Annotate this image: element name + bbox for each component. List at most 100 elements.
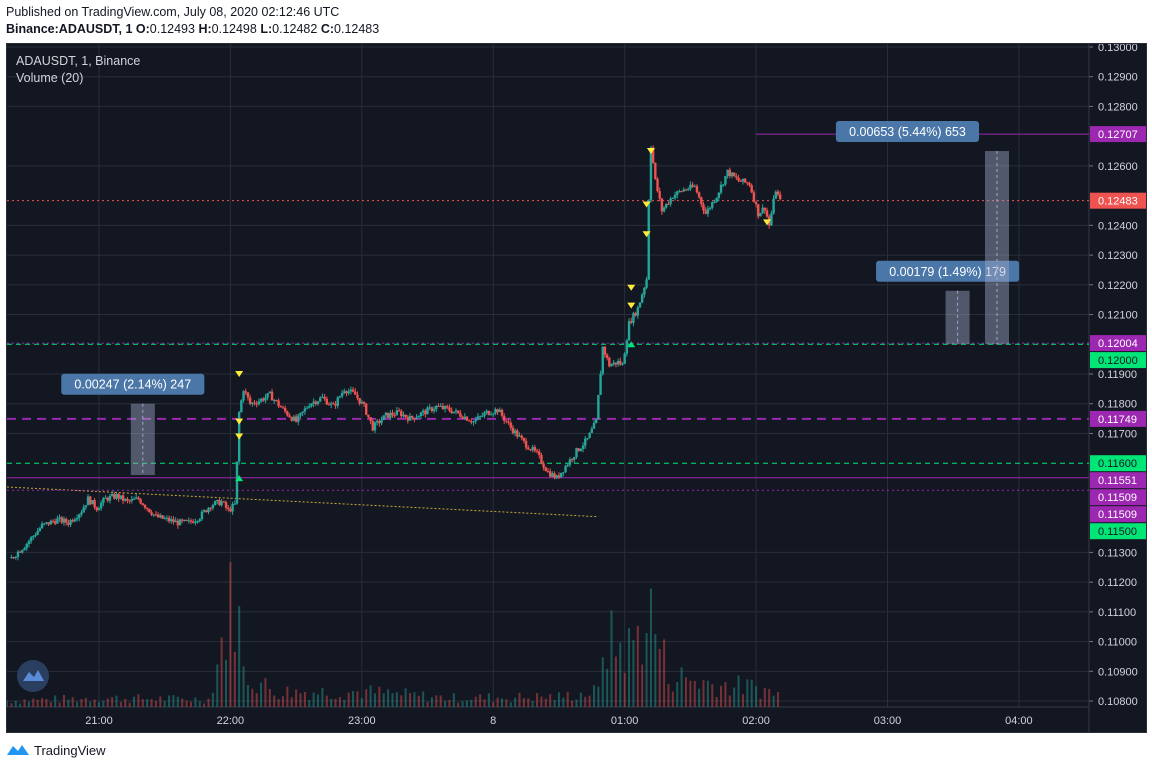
- candle-body: [43, 523, 46, 525]
- candle-body: [564, 466, 567, 473]
- candle-body: [71, 520, 74, 522]
- candle-body: [189, 520, 193, 522]
- volume-bar: [698, 688, 701, 707]
- candle-body: [415, 417, 418, 420]
- volume-bar: [334, 698, 337, 707]
- candle-body: [89, 496, 92, 505]
- x-tick-label: 04:00: [1005, 715, 1033, 727]
- volume-bar: [133, 696, 136, 707]
- volume-bar: [544, 698, 547, 707]
- ohlc-value: 0.12482: [272, 22, 321, 36]
- volume-bar: [382, 693, 385, 707]
- candle-body: [64, 518, 68, 523]
- candle-body: [502, 415, 506, 421]
- volume-bar: [741, 694, 744, 707]
- candle-body: [608, 357, 611, 367]
- volume-bar: [10, 703, 13, 707]
- candle-body: [649, 147, 653, 201]
- candle-body: [430, 407, 434, 412]
- volume-bar: [168, 695, 171, 707]
- volume-bar: [649, 588, 652, 707]
- candle-body: [494, 409, 497, 414]
- candle-body: [319, 397, 322, 402]
- watermark-logo-glyph-icon: [23, 670, 44, 681]
- candle-body: [163, 518, 166, 520]
- volume-bar: [435, 695, 438, 707]
- measure-label: 0.00179 (1.49%) 179: [889, 265, 1006, 279]
- chart-panel[interactable]: 0.13000 0.12900 0.12800 0.12600 0.12400 0.123…: [6, 42, 1147, 733]
- candle-body: [492, 413, 495, 415]
- candle-body: [559, 472, 563, 478]
- volume-bar: [465, 700, 468, 707]
- candle-body: [242, 391, 245, 401]
- candle-body: [474, 419, 477, 422]
- volume-bar: [172, 695, 175, 707]
- volume-bar: [251, 688, 254, 707]
- candle-body: [636, 307, 640, 316]
- candle-body: [347, 391, 350, 394]
- volume-bar: [387, 689, 390, 707]
- sell-marker-icon: [642, 231, 651, 238]
- candle-body: [139, 499, 142, 504]
- candle-body: [373, 422, 377, 431]
- candle-body: [697, 192, 701, 198]
- volume-bar: [286, 686, 289, 707]
- candle-body: [711, 202, 714, 208]
- candle-body: [45, 522, 48, 524]
- candle-body: [689, 184, 692, 190]
- candle-body: [117, 493, 120, 499]
- tradingview-logo-icon: [7, 745, 29, 755]
- candle-body: [483, 412, 486, 416]
- candle-body: [183, 519, 186, 521]
- candle-body: [654, 162, 657, 179]
- candle-body: [662, 207, 666, 212]
- measure-label-box: [835, 121, 980, 143]
- volume-bar: [303, 692, 306, 707]
- candle-body: [673, 194, 677, 198]
- candle-body: [520, 435, 523, 438]
- candle-body: [665, 203, 668, 208]
- candle-body: [281, 407, 285, 409]
- candle-body: [102, 498, 105, 503]
- volume-bar: [128, 702, 131, 707]
- candle-body: [227, 507, 230, 510]
- candle-body: [487, 410, 491, 415]
- candle-body: [408, 415, 412, 421]
- candle-body: [119, 495, 123, 499]
- candle-body: [505, 420, 508, 422]
- candle-body: [435, 405, 438, 410]
- volume-bar: [207, 698, 210, 707]
- volume-bar: [32, 698, 35, 707]
- candle-body: [292, 416, 296, 421]
- volume-bar: [667, 684, 670, 707]
- candle-body: [351, 389, 355, 392]
- candle-body: [566, 464, 569, 467]
- volume-bar: [338, 697, 341, 707]
- volume-bar: [308, 700, 311, 707]
- volume-bar: [658, 649, 661, 707]
- candle-body: [29, 537, 33, 542]
- volume-bar: [6, 700, 8, 707]
- volume-bar: [80, 699, 83, 707]
- volume-bar: [680, 667, 683, 707]
- candle-body: [524, 440, 528, 448]
- sell-marker-icon: [235, 418, 244, 425]
- candle-body: [676, 191, 679, 195]
- sell-marker-icon: [235, 371, 244, 378]
- candlestick-chart[interactable]: 0.13000 0.12900 0.12800 0.12600 0.12400 0.123…: [6, 42, 1146, 732]
- x-tick-label: 21:00: [85, 715, 113, 727]
- candle-body: [84, 505, 88, 508]
- candle-body: [47, 522, 50, 525]
- candle-body: [776, 191, 780, 195]
- candle-body: [651, 147, 655, 163]
- price-axis-level-label: 0.12000: [1098, 355, 1138, 367]
- candle-body: [290, 417, 293, 421]
- candle-body: [456, 410, 460, 414]
- candle-body: [202, 510, 206, 512]
- candle-body: [678, 191, 681, 193]
- volume-bar: [220, 637, 223, 707]
- candle-body: [198, 519, 201, 522]
- candle-body: [18, 551, 22, 553]
- candle-body: [82, 507, 85, 513]
- candle-body: [34, 534, 37, 537]
